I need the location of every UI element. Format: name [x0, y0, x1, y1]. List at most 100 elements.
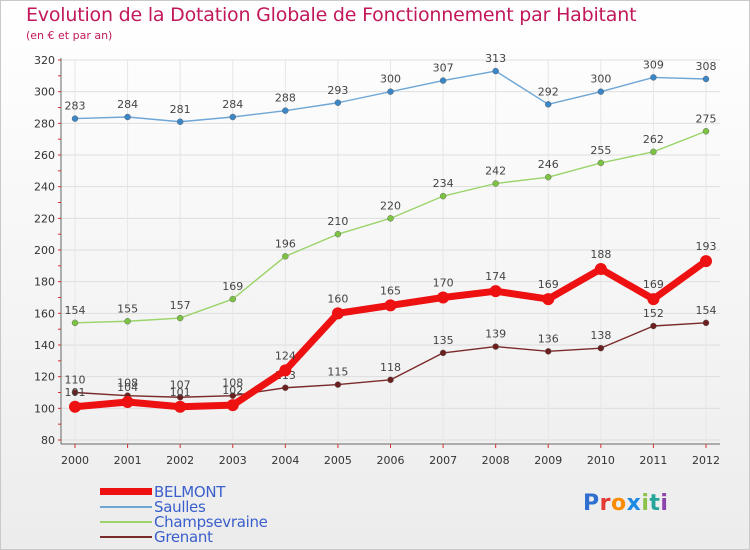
data-label-grenant: 152: [643, 307, 664, 320]
data-point-belmont: [279, 364, 292, 377]
data-point-belmont: [226, 399, 239, 412]
data-point-saulles: [176, 118, 184, 125]
data-label-grenant: 138: [590, 329, 611, 342]
y-tick-label: 100: [34, 402, 55, 415]
data-point-champsevraine: [650, 148, 657, 156]
data-label-champsevraine: 157: [170, 299, 191, 312]
data-point-saulles: [545, 101, 552, 108]
data-point-champsevraine: [439, 192, 447, 200]
data-label-saulles: 300: [590, 73, 611, 86]
logo-letter: P: [583, 491, 600, 516]
x-tick-label: 2007: [429, 454, 457, 467]
chart-subtitle: (en € et par an): [26, 29, 113, 42]
data-label-belmont: 104: [117, 381, 138, 394]
data-point-saulles: [702, 75, 710, 83]
x-tick-label: 2012: [692, 454, 720, 467]
data-point-belmont: [331, 307, 344, 320]
x-tick-label: 2010: [587, 454, 615, 467]
logo-letter: i: [641, 491, 650, 516]
data-point-grenant: [545, 348, 552, 355]
data-label-grenant: 108: [117, 377, 138, 390]
legend-swatch-champsevraine: [100, 521, 152, 523]
data-point-belmont: [594, 263, 607, 275]
data-label-grenant: 139: [485, 328, 506, 341]
legend-item-saulles: Saulles: [100, 498, 320, 516]
data-point-belmont: [489, 285, 502, 298]
x-tick-label: 2003: [219, 454, 247, 467]
data-point-belmont: [174, 400, 187, 413]
data-point-champsevraine: [71, 319, 79, 327]
x-tick-label: 2005: [324, 454, 352, 467]
data-label-champsevraine: 234: [433, 177, 454, 190]
data-label-belmont: 188: [590, 248, 611, 261]
data-label-belmont: 124: [275, 349, 296, 362]
x-tick-label: 2011: [639, 454, 667, 467]
data-point-saulles: [334, 99, 342, 106]
data-point-grenant: [176, 394, 184, 401]
data-label-belmont: 193: [696, 240, 717, 253]
data-label-belmont: 174: [485, 270, 506, 283]
y-tick-label: 300: [34, 86, 55, 99]
data-label-grenant: 110: [65, 374, 86, 387]
data-label-belmont: 170: [433, 277, 454, 290]
data-point-grenant: [702, 319, 710, 327]
legend-swatch-belmont: [100, 488, 152, 495]
data-point-champsevraine: [282, 253, 289, 260]
data-label-champsevraine: 246: [538, 158, 559, 171]
data-label-champsevraine: 155: [117, 302, 138, 315]
y-tick-label: 220: [34, 212, 55, 225]
data-point-champsevraine: [545, 173, 552, 181]
data-point-saulles: [650, 74, 657, 81]
data-point-champsevraine: [597, 159, 605, 167]
data-point-grenant: [387, 376, 394, 384]
logo-letter: o: [610, 491, 627, 516]
data-point-champsevraine: [176, 314, 184, 322]
data-label-saulles: 307: [433, 62, 454, 75]
data-point-saulles: [439, 77, 447, 84]
x-tick-label: 2004: [271, 454, 299, 467]
data-label-champsevraine: 275: [696, 112, 717, 125]
data-point-grenant: [650, 322, 657, 330]
data-label-saulles: 284: [222, 98, 243, 111]
data-point-saulles: [597, 88, 605, 95]
x-tick-label: 2000: [61, 454, 89, 467]
y-tick-label: 240: [34, 181, 55, 194]
x-tick-label: 2001: [114, 454, 142, 467]
y-tick-label: 120: [34, 371, 55, 384]
data-point-belmont: [69, 400, 81, 413]
data-point-champsevraine: [334, 230, 342, 238]
x-tick-label: 2009: [534, 454, 562, 467]
data-label-saulles: 283: [65, 100, 86, 113]
proxiti-logo: Proxiti: [583, 491, 668, 516]
data-label-belmont: 101: [170, 386, 191, 399]
data-label-belmont: 169: [538, 278, 559, 291]
logo-letter: t: [649, 491, 661, 516]
data-point-grenant: [334, 381, 342, 388]
data-point-saulles: [282, 107, 289, 114]
data-point-belmont: [384, 299, 397, 312]
data-label-grenant: 108: [222, 377, 243, 390]
data-label-saulles: 308: [696, 60, 717, 73]
legend-label-grenant: Grenant: [154, 528, 213, 546]
x-tick-label: 2002: [166, 454, 194, 467]
chart-title: Evolution de la Dotation Globale de Fonc…: [26, 4, 637, 26]
data-label-grenant: 118: [380, 361, 401, 374]
legend-swatch-grenant: [100, 536, 152, 538]
legend-item-champsevraine: Champsevraine: [100, 513, 320, 531]
data-point-belmont: [542, 293, 555, 306]
data-label-champsevraine: 220: [380, 199, 401, 212]
data-point-grenant: [229, 392, 236, 399]
data-label-belmont: 102: [222, 384, 243, 397]
logo-letter: r: [599, 491, 611, 516]
data-point-saulles: [492, 67, 499, 75]
data-label-champsevraine: 154: [65, 304, 86, 317]
data-point-saulles: [124, 113, 131, 121]
logo-letter: i: [660, 491, 669, 516]
y-tick-label: 80: [41, 434, 55, 447]
data-label-grenant: 136: [538, 332, 559, 345]
data-point-champsevraine: [702, 128, 710, 135]
data-label-saulles: 292: [538, 85, 559, 98]
y-tick-label: 280: [34, 117, 55, 130]
y-tick-label: 200: [34, 244, 55, 257]
